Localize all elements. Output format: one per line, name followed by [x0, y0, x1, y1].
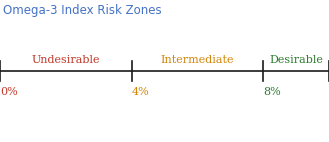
- Text: Undesirable: Undesirable: [32, 55, 100, 65]
- Text: 4%: 4%: [132, 87, 149, 97]
- Text: Desirable: Desirable: [269, 55, 323, 65]
- Text: 8%: 8%: [263, 87, 281, 97]
- Text: 0%: 0%: [0, 87, 18, 97]
- Text: Intermediate: Intermediate: [161, 55, 234, 65]
- Text: Omega-3 Index Risk Zones: Omega-3 Index Risk Zones: [3, 4, 162, 17]
